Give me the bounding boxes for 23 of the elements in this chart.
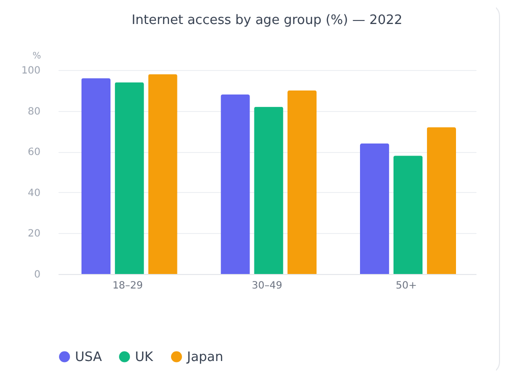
bar — [426, 127, 456, 274]
bar — [220, 94, 250, 274]
y-tick-label: 100 — [21, 66, 40, 76]
chart-title: Internet access by age group (%) — 2022 — [132, 13, 402, 28]
bar — [254, 106, 284, 274]
y-tick-label: 80 — [28, 106, 40, 118]
x-tick-label: 30–49 — [252, 280, 282, 292]
legend-label: USA — [75, 350, 102, 365]
legend-label: Japan — [186, 350, 224, 365]
bar — [393, 156, 423, 274]
bar — [148, 74, 178, 274]
bar — [287, 90, 317, 274]
y-tick-label: 20 — [28, 228, 40, 240]
bar — [114, 82, 144, 274]
y-tick-label: 40 — [28, 188, 40, 199]
y-axis-title: % — [32, 52, 42, 62]
y-tick-label: 0 — [34, 270, 40, 280]
legend-label: UK — [135, 350, 154, 365]
y-tick-label: 60 — [28, 147, 40, 158]
x-tick-label: 50+ — [396, 280, 417, 292]
bar — [360, 143, 390, 274]
x-tick-label: 18–29 — [112, 280, 143, 292]
bar — [81, 78, 111, 274]
